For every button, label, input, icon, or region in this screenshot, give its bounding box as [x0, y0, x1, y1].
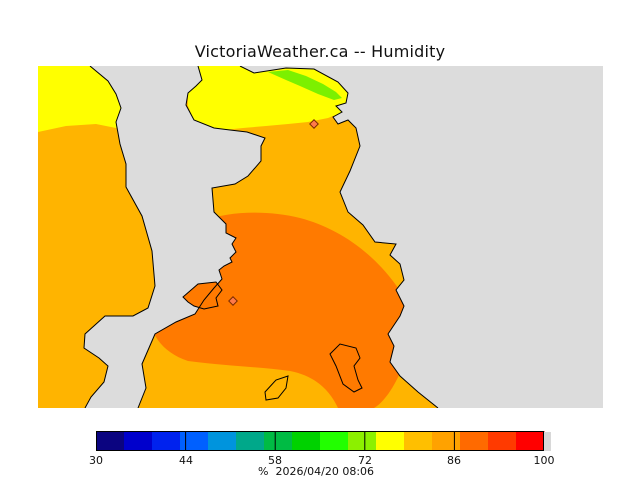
station-marker-north	[309, 119, 319, 129]
humidity-zone-yellow-west	[38, 66, 128, 132]
colorbar-cell	[180, 431, 209, 451]
colorbar-cell	[404, 431, 433, 451]
legend-caption: % 2026/04/20 08:06	[258, 465, 374, 478]
colorbar-cell	[432, 431, 461, 451]
humidity-zone-yellow-north	[188, 66, 368, 130]
colorbar-cell	[488, 431, 517, 451]
colorbar-cell	[152, 431, 181, 451]
humidity-map	[38, 66, 603, 408]
colorbar-cell	[264, 431, 293, 451]
colorbar-cell	[96, 431, 125, 451]
colorbar-cell	[460, 431, 489, 451]
colorbar-cell	[124, 431, 153, 451]
colorbar-shadow	[544, 432, 551, 451]
colorbar-tick-label: 100	[533, 454, 555, 467]
colorbar-tick-label: 30	[89, 454, 103, 467]
colorbar-cell	[348, 431, 377, 451]
humidity-zone-green	[268, 70, 342, 100]
humidity-colorbar	[96, 431, 551, 451]
unit-label: %	[258, 465, 269, 478]
colorbar-cell	[208, 431, 237, 451]
colorbar-tick-label: 72	[358, 454, 372, 467]
colorbar-cell	[236, 431, 265, 451]
timestamp: 2026/04/20 08:06	[275, 465, 375, 478]
coastline	[83, 66, 439, 408]
colorbar-cell	[516, 431, 545, 451]
colorbar-cell	[292, 431, 321, 451]
colorbar-cell	[376, 431, 405, 451]
colorbar-tick-label: 58	[268, 454, 282, 467]
colorbar-cell	[320, 431, 349, 451]
page-title: VictoriaWeather.ca -- Humidity	[194, 42, 446, 61]
colorbar-tick-label: 86	[447, 454, 461, 467]
station-marker-south	[228, 296, 238, 306]
colorbar-tick-label: 44	[179, 454, 193, 467]
colorbar-outline	[96, 431, 544, 451]
